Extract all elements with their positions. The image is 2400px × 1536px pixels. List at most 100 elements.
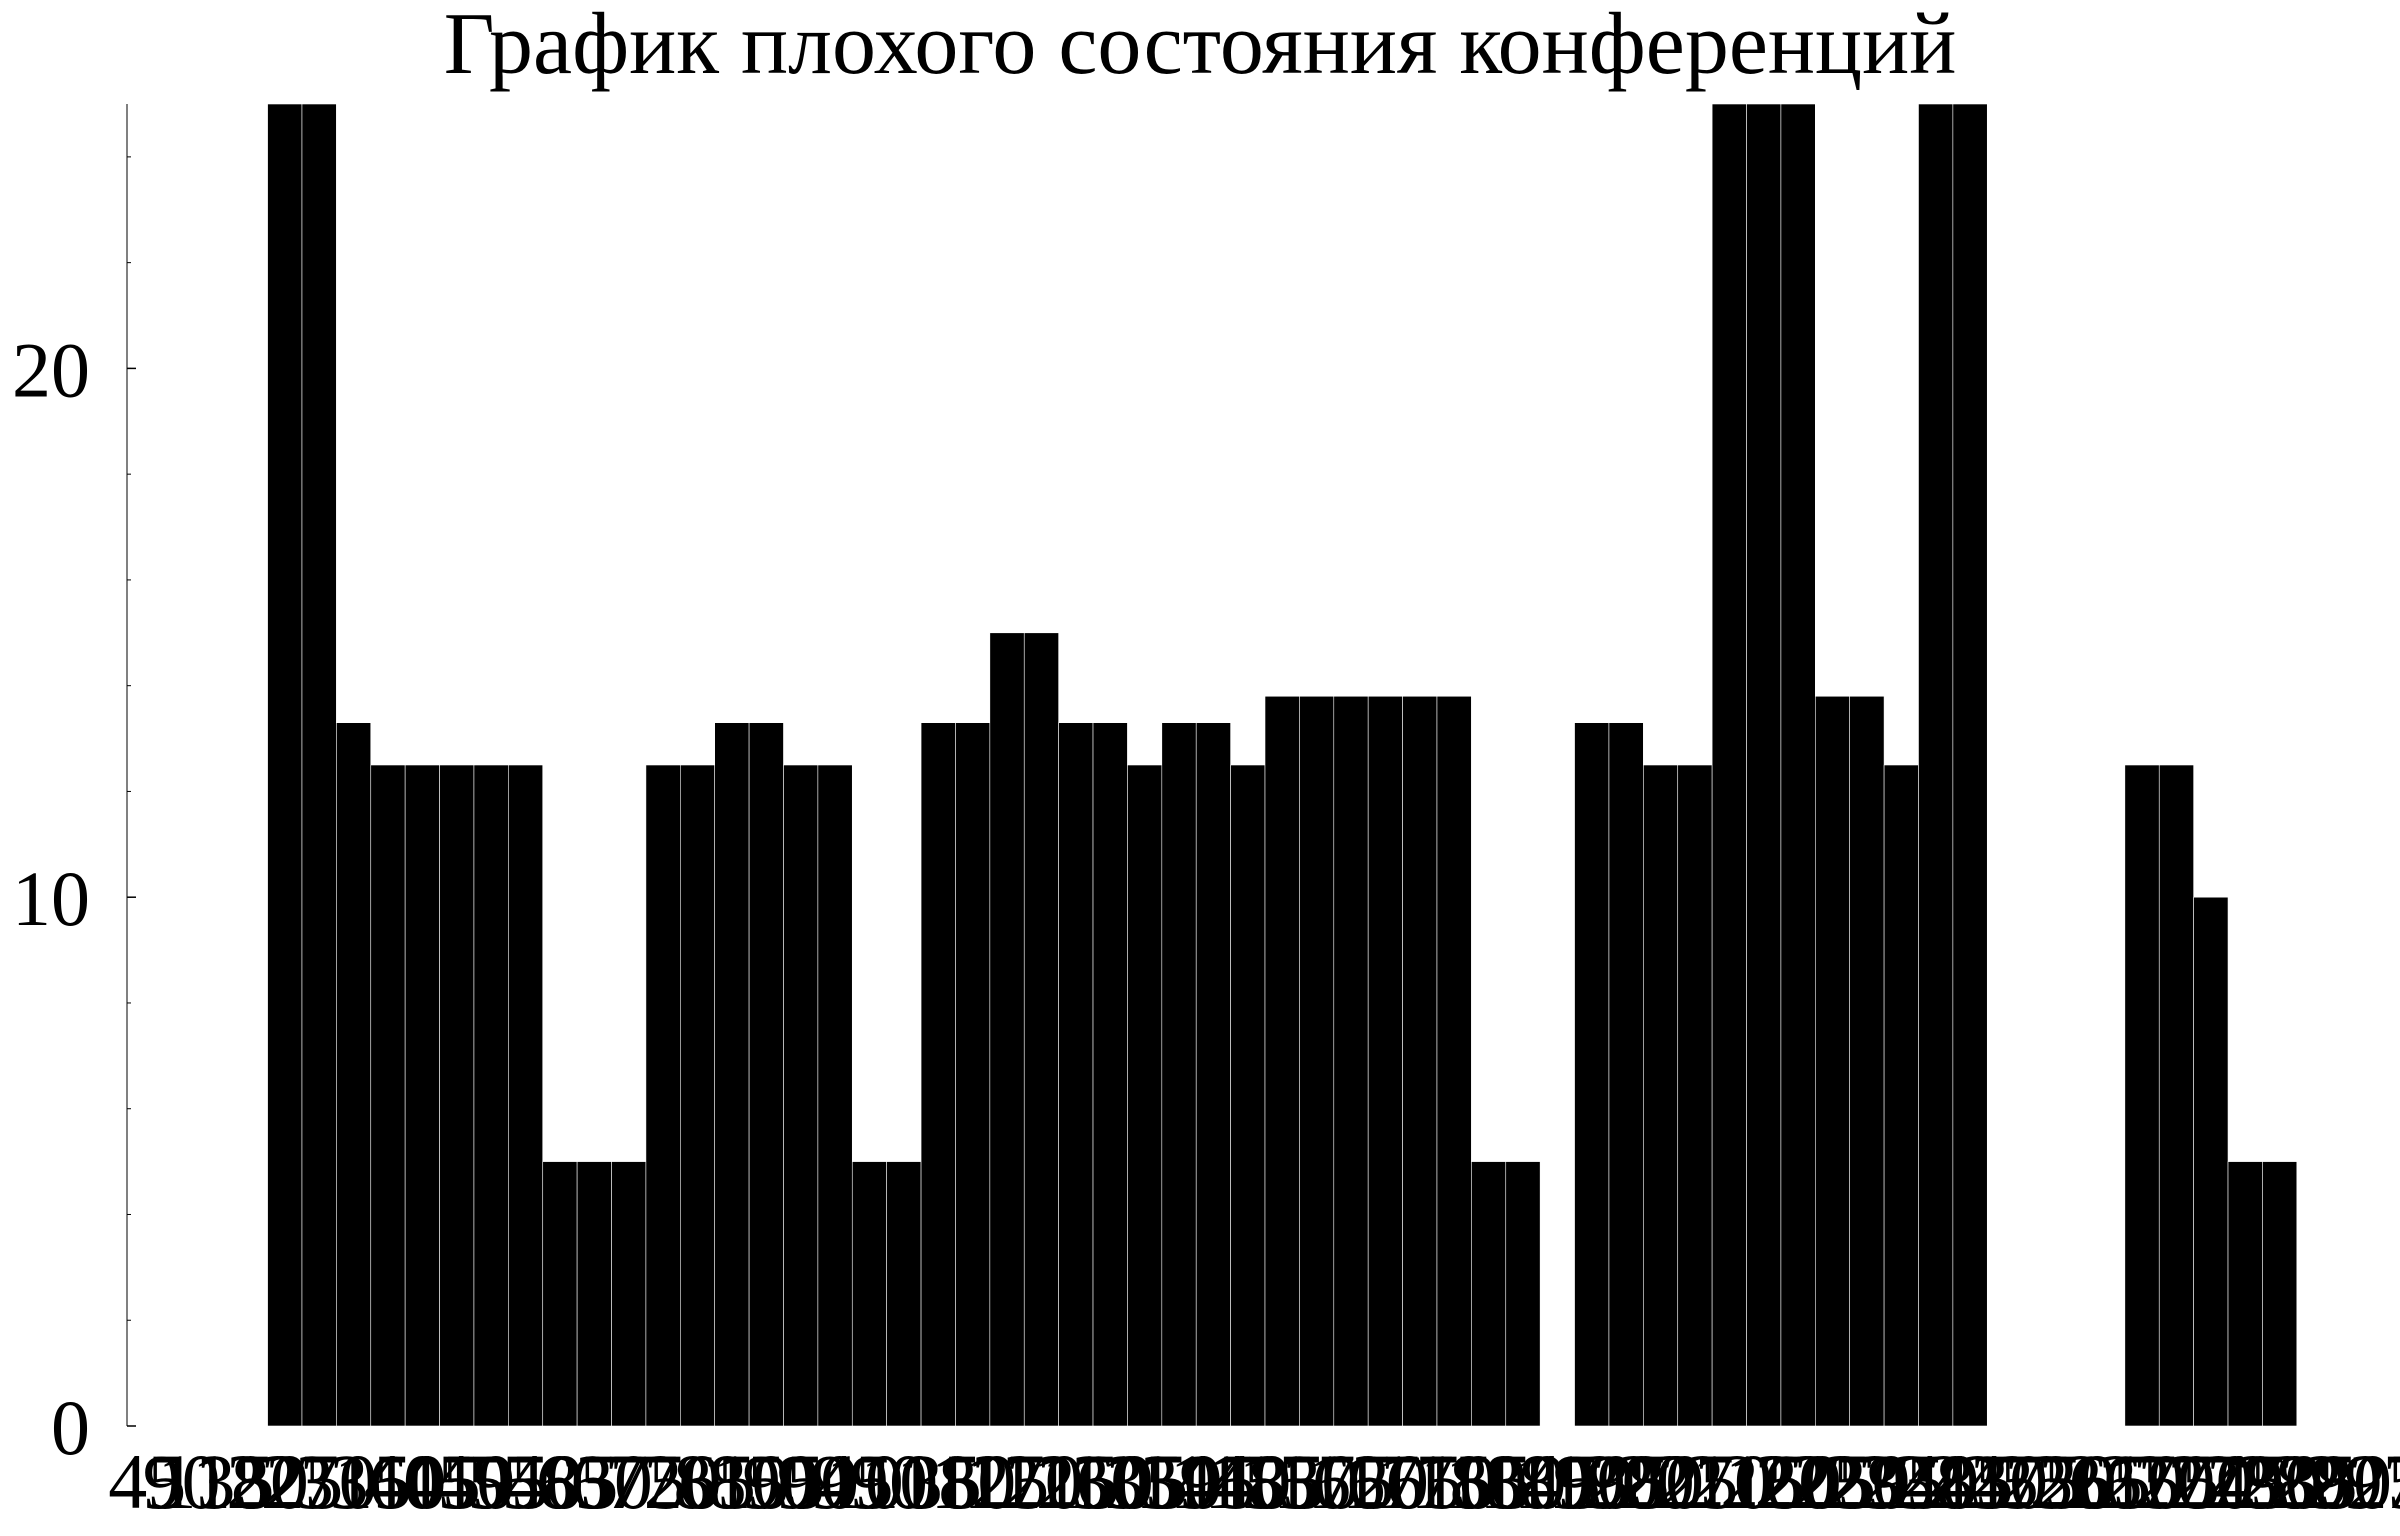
x-tick-label-90: 90	[143, 1438, 221, 1525]
x-tick-label-2115: 2115	[1653, 1438, 1806, 1525]
x-tick-label-2925: 2925	[2270, 1438, 2400, 1525]
x-tick-label-1755: 1755	[1376, 1438, 1532, 1525]
x-tick-label-135: 135	[157, 1438, 274, 1525]
bar-1800	[1471, 1161, 1507, 1427]
bar-990	[851, 1161, 887, 1427]
x-tick-label-720: 720	[605, 1438, 722, 1525]
x-tick-label-540: 540	[467, 1438, 584, 1525]
x-tick-label-585: 585	[501, 1438, 618, 1525]
x-tick-label-1440: 1440	[1135, 1438, 1291, 1525]
x-tick-label-1935: 1935	[1514, 1438, 1670, 1525]
x-tick-label-1620: 1620	[1273, 1438, 1429, 1525]
x-tick-label-450: 450	[398, 1438, 515, 1525]
bar-2385	[1918, 103, 1954, 1427]
x-tick-label-2430: 2430	[1892, 1438, 2048, 1525]
x-tick-label-225: 225	[226, 1438, 343, 1525]
x-tick-label-1800: 1800	[1411, 1438, 1567, 1525]
x-tick-label-2160: 2160	[1686, 1438, 1842, 1525]
bar-540	[508, 764, 544, 1427]
bar-1080	[920, 722, 956, 1427]
x-tick-label-765: 765	[639, 1438, 756, 1525]
x-tick-label-270: 270	[261, 1438, 378, 1525]
x-tick-label-180: 180	[192, 1438, 309, 1525]
bar-1530	[1264, 695, 1300, 1427]
bar-1260	[1058, 722, 1094, 1427]
bar-945	[817, 764, 853, 1427]
x-tick-label-1305: 1305	[1032, 1438, 1188, 1525]
bar-360	[370, 764, 406, 1427]
x-tick-label-855: 855	[708, 1438, 825, 1525]
bar-1620	[1333, 695, 1369, 1427]
bar-1170	[989, 632, 1025, 1427]
x-tick-label-1485: 1485	[1170, 1438, 1326, 1525]
x-tick-label-630: 630	[536, 1438, 653, 1525]
bar-1440	[1195, 722, 1231, 1427]
x-tick-label-405: 405	[364, 1438, 481, 1525]
bar-2700	[2158, 764, 2194, 1427]
x-tick-label-2520: 2520	[1961, 1438, 2117, 1525]
x-tick-label-2295: 2295	[1789, 1438, 1945, 1525]
bar-1215	[1023, 632, 1059, 1427]
y-axis: 0 10 20	[12, 104, 136, 1471]
x-tick-label-1575: 1575	[1239, 1438, 1395, 1525]
x-tick-label-2790: 2790	[2167, 1438, 2323, 1525]
x-tick-label-2205: 2205	[1720, 1438, 1876, 1525]
x-tick-label-2340: 2340	[1823, 1438, 1979, 1525]
x-tick-label-1260: 1260	[998, 1438, 1154, 1525]
y-tick-label: 0	[51, 1384, 90, 1471]
bar-2790	[2227, 1161, 2263, 1427]
bar-2835	[2262, 1161, 2298, 1427]
bar-2115	[1711, 103, 1747, 1427]
bar-2655	[2124, 764, 2160, 1427]
x-tick-label-1665: 1665	[1307, 1438, 1463, 1525]
bar-1575	[1299, 695, 1335, 1427]
bar-1305	[1092, 722, 1128, 1427]
x-tick-label-2475: 2475	[1926, 1438, 2082, 1525]
bar-1350	[1127, 764, 1163, 1427]
bar-810	[714, 722, 750, 1427]
bar-630	[576, 1161, 612, 1427]
bar-1125	[955, 722, 991, 1427]
x-tick-label-2610: 2610	[2030, 1438, 2186, 1525]
x-tick-label-1395: 1395	[1101, 1438, 1257, 1525]
x-tick-label-2655: 2655	[2064, 1438, 2220, 1525]
bar-2340	[1883, 764, 1919, 1427]
bar-1935	[1574, 722, 1610, 1427]
x-axis-labels: 4590135180225270315360405450495540585630…	[108, 1438, 2400, 1525]
bar-1485	[1230, 764, 1266, 1427]
bar-2070	[1677, 764, 1713, 1427]
bar-2430	[1952, 103, 1988, 1427]
x-tick-label-1845: 1845	[1445, 1438, 1601, 1525]
bar-1035	[886, 1161, 922, 1427]
bar-225	[267, 103, 303, 1427]
x-tick-label-675: 675	[570, 1438, 687, 1525]
x-tick-label-495: 495	[433, 1438, 550, 1525]
x-tick-label-1890: 1890	[1479, 1438, 1635, 1525]
x-tick-label-1350: 1350	[1067, 1438, 1223, 1525]
bar-2295	[1849, 695, 1885, 1427]
x-tick-label-2970: 2970	[2305, 1438, 2400, 1525]
bar-720	[645, 764, 681, 1427]
x-tick-label-360: 360	[329, 1438, 446, 1525]
bar-765	[679, 764, 715, 1427]
x-tick-label-2070: 2070	[1617, 1438, 1773, 1525]
x-tick-label-2880: 2880	[2236, 1438, 2392, 1525]
y-tick-label: 10	[12, 855, 90, 942]
x-tick-label-2025: 2025	[1583, 1438, 1739, 1525]
x-tick-label-2565: 2565	[1995, 1438, 2151, 1525]
bar-1710	[1402, 695, 1438, 1427]
x-tick-label-1080: 1080	[860, 1438, 1016, 1525]
bar-900	[783, 764, 819, 1427]
bar-2205	[1780, 103, 1816, 1427]
y-tick-label: 20	[12, 326, 90, 413]
x-tick-label-945: 945	[777, 1438, 894, 1525]
bar-1980	[1608, 722, 1644, 1427]
x-tick-label-1530: 1530	[1204, 1438, 1360, 1525]
bar-2250	[1815, 695, 1850, 1427]
bar-585	[542, 1161, 578, 1427]
bars	[267, 103, 2298, 1427]
bar-2745	[2193, 896, 2229, 1427]
x-tick-label-1215: 1215	[963, 1438, 1119, 1525]
bar-315	[336, 722, 372, 1427]
